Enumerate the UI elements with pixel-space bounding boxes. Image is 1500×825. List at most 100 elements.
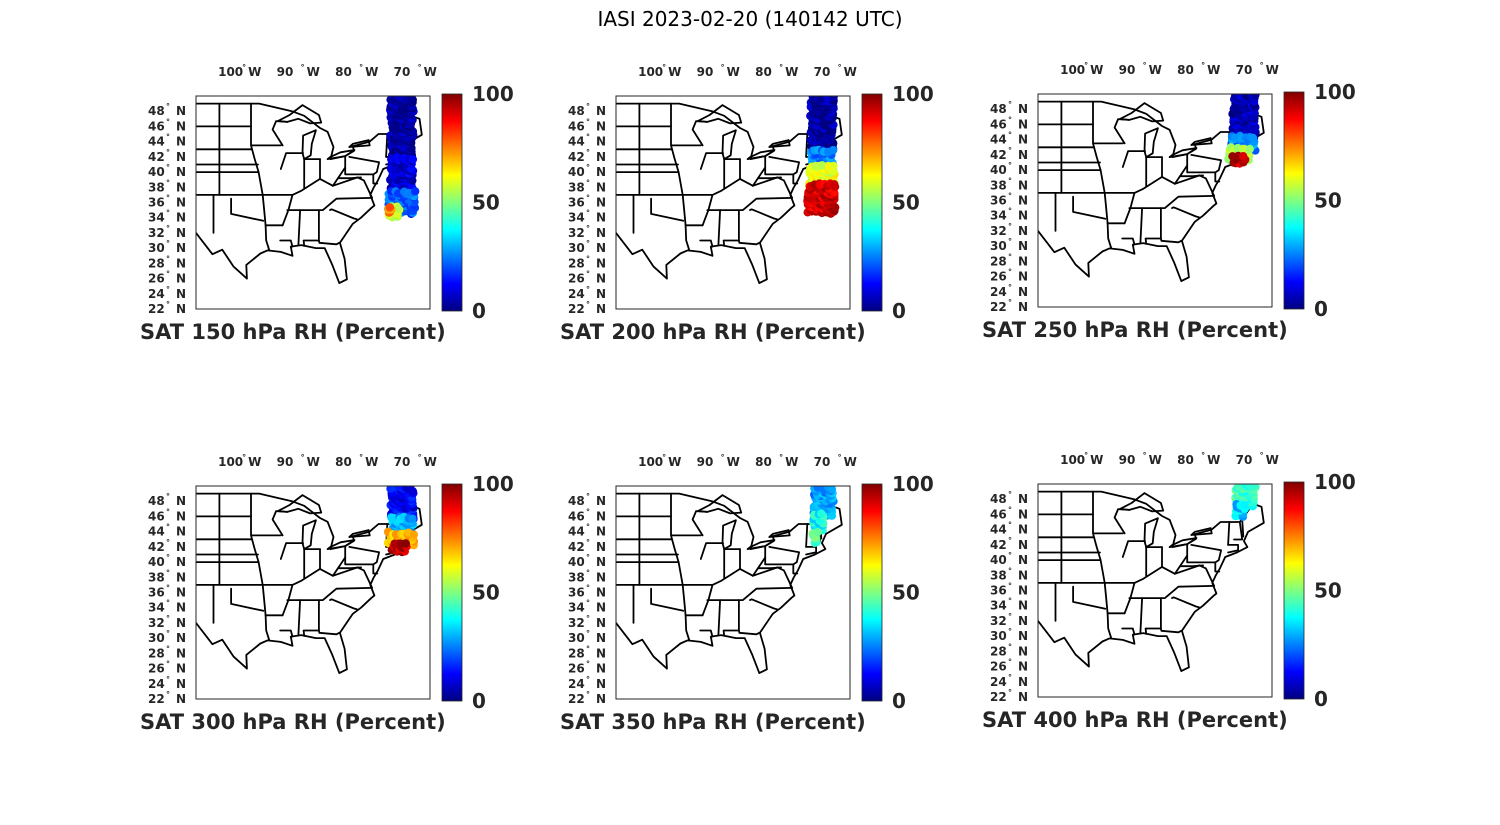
- lat-tick-label: 44: [148, 135, 165, 149]
- lon-degree-symbol: °: [662, 453, 666, 462]
- lat-degree-symbol: °: [166, 584, 170, 593]
- lat-degree-symbol: °: [166, 690, 170, 699]
- lat-degree-symbol: °: [586, 599, 590, 608]
- lat-tick-label: 42: [990, 148, 1007, 162]
- lat-hemisphere: N: [1018, 117, 1028, 131]
- great-lake: [277, 104, 323, 125]
- lat-degree-symbol: °: [1008, 268, 1012, 277]
- state-boundary: [699, 542, 724, 560]
- state-boundary: [717, 209, 721, 246]
- lat-degree-symbol: °: [166, 224, 170, 233]
- map-frame: [615, 95, 851, 310]
- observation-point: [1250, 484, 1259, 489]
- lon-hemisphere: W: [248, 455, 261, 469]
- lat-hemisphere: N: [1018, 599, 1028, 613]
- lat-tick-label: 30: [568, 631, 585, 645]
- lon-degree-symbol: °: [418, 63, 422, 72]
- lat-tick-label: 22: [148, 302, 165, 316]
- colorbar-tick-label: 50: [892, 191, 920, 215]
- observation-point: [385, 203, 395, 212]
- lat-hemisphere: N: [1018, 254, 1028, 268]
- lat-degree-symbol: °: [586, 102, 590, 111]
- lat-hemisphere: N: [176, 616, 186, 630]
- great-lake: [277, 494, 323, 515]
- colorbar-tick-label: 0: [1314, 687, 1328, 711]
- observation-point: [1248, 133, 1258, 143]
- lat-hemisphere: N: [596, 211, 606, 225]
- state-boundary: [372, 563, 379, 575]
- lat-degree-symbol: °: [166, 285, 170, 294]
- state-boundary: [332, 176, 373, 199]
- state-boundary: [250, 102, 264, 196]
- state-boundary: [717, 599, 721, 636]
- lon-tick-label: 80: [755, 65, 772, 79]
- lat-degree-symbol: °: [586, 285, 590, 294]
- state-boundary: [1186, 544, 1222, 564]
- map-frame: [195, 95, 431, 310]
- great-lake: [768, 529, 791, 538]
- observation-point: [830, 180, 839, 189]
- lon-tick-label: 100: [1060, 63, 1085, 77]
- lat-hemisphere: N: [596, 601, 606, 615]
- lat-degree-symbol: °: [1008, 100, 1012, 109]
- lat-tick-label: 28: [568, 646, 585, 660]
- observation-point: [1245, 144, 1254, 154]
- colorbar-tick-label: 0: [892, 299, 906, 323]
- lat-degree-symbol: °: [166, 163, 170, 172]
- lon-hemisphere: W: [248, 65, 261, 79]
- lat-tick-label: 22: [148, 692, 165, 706]
- lon-degree-symbol: °: [1143, 451, 1147, 460]
- lon-degree-symbol: °: [1201, 451, 1205, 460]
- lat-tick-label: 48: [148, 104, 165, 118]
- lon-hemisphere: W: [668, 455, 681, 469]
- lat-hemisphere: N: [176, 570, 186, 584]
- lon-hemisphere: W: [668, 65, 681, 79]
- lat-hemisphere: N: [1018, 285, 1028, 299]
- state-boundary: [1214, 171, 1221, 183]
- state-boundary: [1121, 237, 1136, 246]
- state-boundary: [279, 629, 294, 638]
- lat-hemisphere: N: [596, 525, 606, 539]
- lat-hemisphere: N: [1018, 690, 1028, 704]
- lat-degree-symbol: °: [586, 133, 590, 142]
- lat-degree-symbol: °: [1008, 176, 1012, 185]
- lat-hemisphere: N: [1018, 568, 1028, 582]
- state-boundary: [764, 156, 800, 176]
- lat-tick-label: 38: [148, 180, 165, 194]
- lat-tick-label: 36: [568, 586, 585, 600]
- great-lake: [1168, 537, 1198, 548]
- state-boundary: [1128, 585, 1215, 599]
- lat-degree-symbol: °: [1008, 161, 1012, 170]
- map-panel-svg: 100° W 90 ° W 80 ° W 70 ° W48 ° N46 ° N44 ° N42 ° N40 ° N38 °…: [560, 63, 934, 344]
- lat-hemisphere: N: [596, 586, 606, 600]
- map-panel-svg: 100° W 90 ° W 80 ° W 70 ° W48 ° N46 ° N44 ° N42 ° N40 ° N38 °…: [982, 451, 1356, 732]
- map-frame: [615, 485, 851, 700]
- state-boundary: [1160, 627, 1183, 634]
- state-boundary: [711, 156, 767, 196]
- state-boundary: [650, 587, 685, 612]
- lat-hemisphere: N: [1018, 629, 1028, 643]
- lat-tick-label: 40: [568, 165, 585, 179]
- lat-hemisphere: N: [1018, 194, 1028, 208]
- lat-degree-symbol: °: [586, 239, 590, 248]
- lat-degree-symbol: °: [1008, 192, 1012, 201]
- lat-tick-label: 28: [568, 256, 585, 270]
- lat-tick-label: 36: [990, 194, 1007, 208]
- lat-degree-symbol: °: [1008, 688, 1012, 697]
- lat-hemisphere: N: [176, 165, 186, 179]
- state-boundary: [250, 492, 264, 586]
- lat-degree-symbol: °: [586, 538, 590, 547]
- lat-hemisphere: N: [176, 586, 186, 600]
- lat-tick-label: 46: [568, 509, 585, 523]
- colorbar-tick-label: 100: [1314, 80, 1356, 104]
- state-boundary: [711, 546, 767, 586]
- observation-point: [829, 96, 838, 102]
- great-lake: [1119, 492, 1165, 513]
- lat-degree-symbol: °: [1008, 521, 1012, 530]
- lat-hemisphere: N: [596, 302, 606, 316]
- colorbar-tick-label: 0: [472, 689, 486, 713]
- map-panel: 100 ° W 90 ° W 80 ° W 70 ° W 48 ° N 46 ° N 44 ° N 42 ° N 40 ° N 38 °…: [982, 58, 1382, 358]
- lat-hemisphere: N: [596, 692, 606, 706]
- lon-tick-label: 90: [1119, 63, 1136, 77]
- state-boundary: [329, 208, 358, 221]
